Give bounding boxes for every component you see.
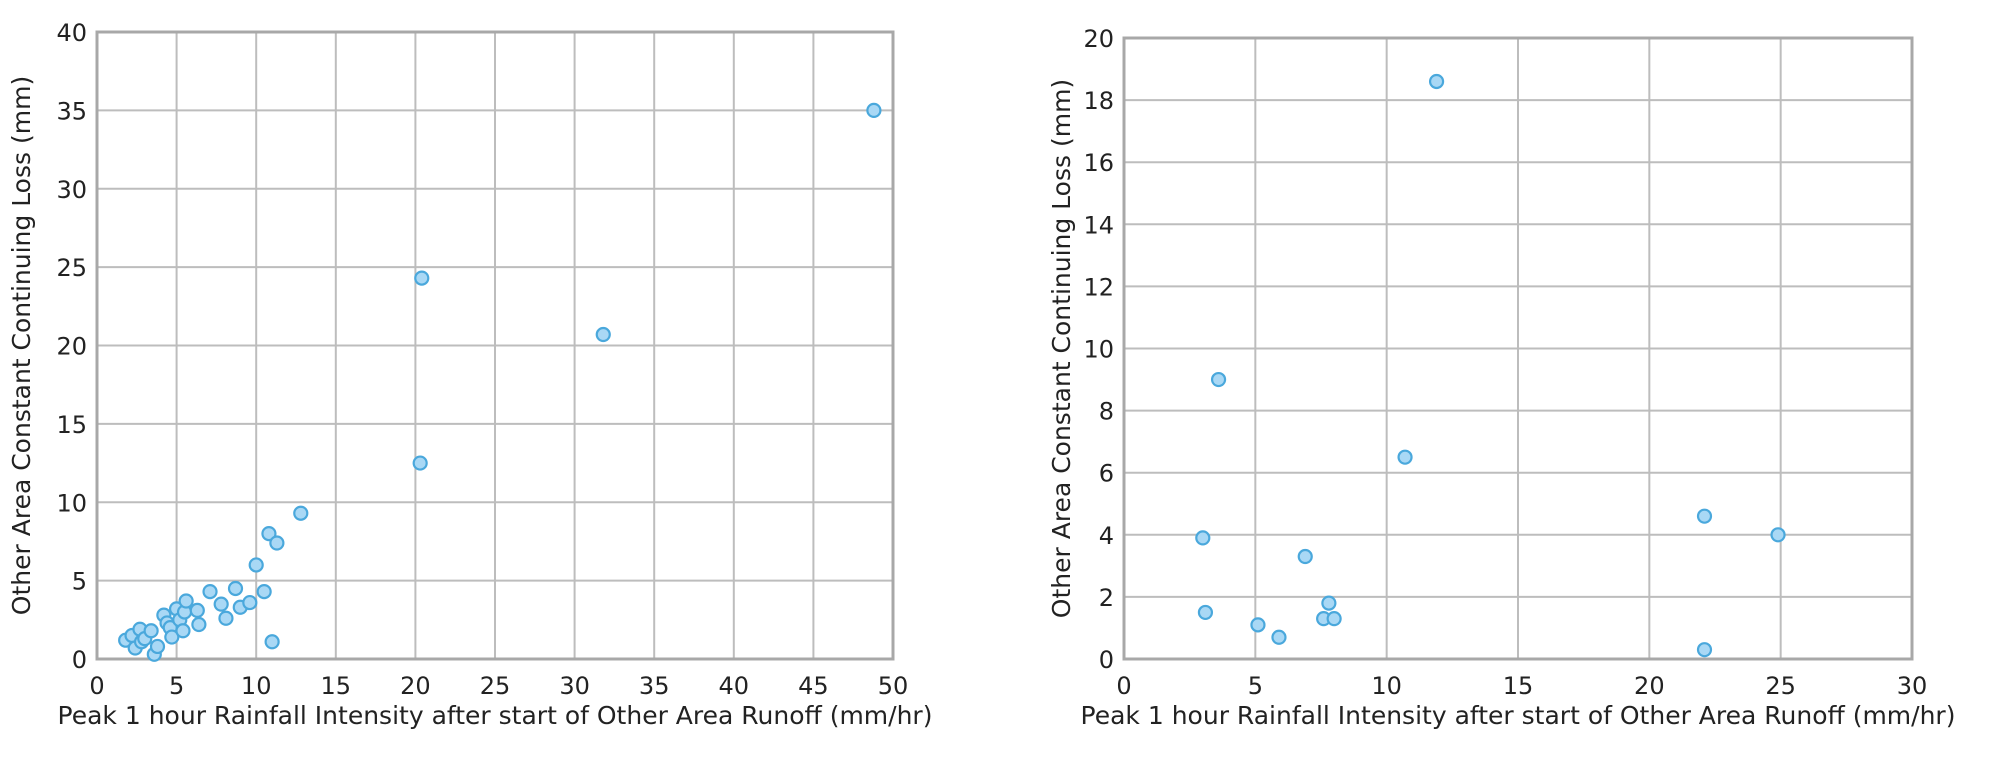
y-tick-label: 12 <box>1083 273 1114 301</box>
data-point <box>1326 611 1342 627</box>
y-tick-label: 0 <box>72 646 87 674</box>
data-point <box>261 525 277 542</box>
y-tick-label: 25 <box>56 254 87 282</box>
y-tick-label: 18 <box>1083 87 1114 115</box>
data-point <box>1321 595 1337 611</box>
x-tick-label: 5 <box>169 672 184 700</box>
y-tick-label: 35 <box>56 97 87 125</box>
y-tick-label: 2 <box>1099 584 1114 612</box>
x-tick-label: 35 <box>639 672 670 700</box>
data-point <box>1195 530 1211 546</box>
y-axis-label: Other Area Constant Continuing Loss (mm) <box>1047 79 1076 618</box>
data-point <box>269 535 285 551</box>
data-point <box>1428 73 1445 90</box>
scatter-chart-left: 0 5 10 15 20 25 30 35 40 45 500510152025303540Peak… <box>7 19 932 730</box>
x-tick-label: 15 <box>1503 672 1534 700</box>
data-point <box>191 616 207 633</box>
x-tick-label: 15 <box>321 672 352 700</box>
x-tick-label: 0 <box>89 672 104 700</box>
x-tick-label: 0 <box>1116 672 1131 700</box>
y-tick-label: 10 <box>1083 336 1114 364</box>
y-tick-label: 14 <box>1083 211 1114 239</box>
y-tick-label: 15 <box>56 411 87 439</box>
data-point <box>143 623 159 639</box>
y-tick-label: 4 <box>1099 522 1114 550</box>
x-tick-label: 50 <box>878 672 909 700</box>
data-point <box>178 593 194 609</box>
data-point <box>242 594 258 611</box>
data-point <box>218 610 234 626</box>
y-tick-label: 6 <box>1099 460 1114 488</box>
y-tick-label: 8 <box>1099 398 1114 426</box>
data-point <box>1271 629 1287 645</box>
data-point <box>1770 527 1786 543</box>
plot-frame <box>95 30 895 661</box>
y-tick-label: 5 <box>72 568 87 596</box>
data-point <box>412 455 428 471</box>
data-point <box>1397 449 1413 465</box>
data-point <box>189 602 205 619</box>
data-point <box>227 580 244 597</box>
x-tick-label: 25 <box>480 672 511 700</box>
data-point <box>595 326 611 343</box>
data-point <box>293 505 309 521</box>
x-tick-label: 20 <box>400 672 431 700</box>
x-tick-label: 10 <box>1371 672 1402 700</box>
data-point <box>1197 604 1214 621</box>
x-tick-label: 10 <box>241 672 272 700</box>
data-point <box>256 583 272 600</box>
data-point <box>1696 642 1713 658</box>
y-tick-label: 30 <box>56 176 87 204</box>
y-tick-label: 20 <box>56 333 87 361</box>
data-point <box>149 638 166 655</box>
data-point <box>1250 617 1266 633</box>
data-point <box>1210 371 1227 388</box>
data-point <box>213 596 229 612</box>
data-point <box>248 557 264 573</box>
x-tick-label: 30 <box>1897 672 1928 700</box>
y-tick-label: 0 <box>1099 646 1114 674</box>
x-tick-label: 25 <box>1765 672 1796 700</box>
y-tick-label: 10 <box>56 489 87 517</box>
plot-frame <box>1122 36 1914 661</box>
y-tick-label: 16 <box>1083 149 1114 177</box>
data-point <box>414 270 430 286</box>
data-point <box>1696 508 1713 524</box>
x-axis-label: Peak 1 hour Rainfall Intensity after sta… <box>1081 701 1956 730</box>
x-tick-label: 30 <box>559 672 590 700</box>
x-tick-label: 45 <box>798 672 829 700</box>
data-point <box>175 623 191 639</box>
x-tick-label: 40 <box>719 672 750 700</box>
data-point <box>164 629 180 645</box>
y-tick-label: 20 <box>1083 25 1114 53</box>
x-tick-label: 5 <box>1248 672 1263 700</box>
y-tick-label: 40 <box>56 19 87 47</box>
x-axis-label: Peak 1 hour Rainfall Intensity after sta… <box>58 701 933 730</box>
data-point <box>202 583 218 600</box>
x-tick-label: 20 <box>1634 672 1665 700</box>
y-axis-label: Other Area Constant Continuing Loss (mm) <box>7 76 36 615</box>
data-point <box>866 102 882 118</box>
data-point <box>1297 548 1313 565</box>
data-point <box>264 634 280 650</box>
